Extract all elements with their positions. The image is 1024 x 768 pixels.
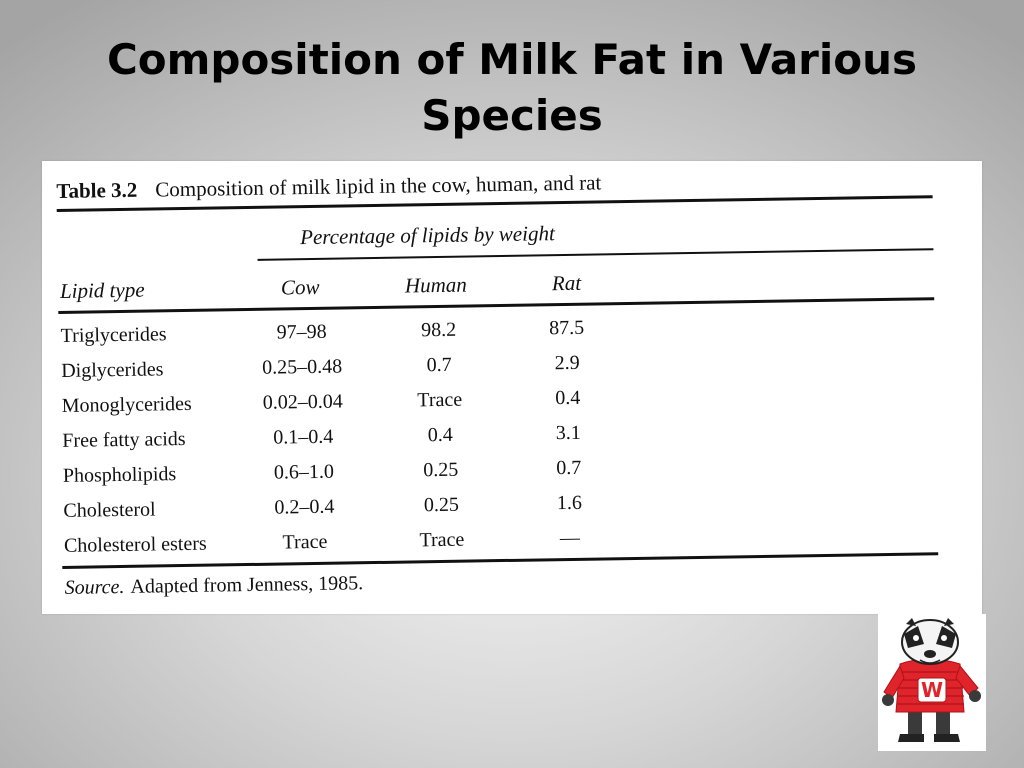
cell-lipid-type: Triglycerides xyxy=(60,323,167,347)
left-leg xyxy=(908,709,922,735)
cell-human: 98.2 xyxy=(420,318,457,342)
cell-rat: — xyxy=(559,526,581,550)
cell-cow: 0.1–0.4 xyxy=(273,425,334,449)
cell-lipid-type: Monoglycerides xyxy=(61,392,192,417)
column-spanner: Percentage of lipids by weight xyxy=(299,221,555,250)
cell-lipid-type: Cholesterol xyxy=(63,498,156,522)
table-number: Table 3.2 xyxy=(56,177,138,203)
header-rat: Rat xyxy=(551,270,582,296)
cell-rat: 3.1 xyxy=(555,421,581,445)
right-foot xyxy=(934,734,960,742)
left-foot xyxy=(898,734,924,742)
cell-lipid-type: Diglycerides xyxy=(61,358,164,382)
cell-lipid-type: Free fatty acids xyxy=(62,427,186,452)
left-eye xyxy=(913,635,919,641)
cell-rat: 2.9 xyxy=(554,351,580,375)
right-paw xyxy=(969,690,981,702)
left-ear xyxy=(906,618,916,626)
cell-human: 0.4 xyxy=(427,423,453,447)
table-caption-text: Composition of milk lipid in the cow, hu… xyxy=(155,170,602,202)
header-lipid-type: Lipid type xyxy=(59,277,145,303)
header-human: Human xyxy=(404,272,467,298)
badger-mouth xyxy=(919,659,941,664)
right-eye xyxy=(941,635,947,641)
left-paw xyxy=(882,694,894,706)
cell-human: 0.25 xyxy=(423,458,459,482)
cell-lipid-type: Phospholipids xyxy=(62,463,177,487)
source-text: Adapted from Jenness, 1985. xyxy=(130,572,364,598)
cell-human: Trace xyxy=(417,388,463,412)
right-ear xyxy=(944,618,954,626)
cell-cow: Trace xyxy=(282,530,328,554)
cell-cow: 0.6–1.0 xyxy=(273,460,335,484)
cell-cow: 0.02–0.04 xyxy=(262,390,343,414)
cell-cow: 0.25–0.48 xyxy=(262,355,343,379)
cell-human: 0.25 xyxy=(423,493,460,517)
cell-rat: 0.7 xyxy=(556,456,582,480)
table-source: Source. Adapted from Jenness, 1985. xyxy=(64,572,363,600)
header-cow: Cow xyxy=(280,274,320,300)
badger-mascot-graphic: W xyxy=(882,618,981,742)
badger-mascot-icon: W xyxy=(878,614,986,751)
cell-lipid-type: Cholesterol esters xyxy=(63,532,207,557)
badger-nose xyxy=(924,650,936,658)
cell-rat: 87.5 xyxy=(548,316,585,340)
header-rule xyxy=(58,297,935,314)
right-leg xyxy=(936,709,950,735)
cell-rat: 0.4 xyxy=(555,386,581,410)
cell-human: 0.7 xyxy=(426,353,452,377)
lipid-table: Table 3.2 Composition of milk lipid in th… xyxy=(56,151,943,605)
cell-cow: 97–98 xyxy=(276,320,327,344)
source-label: Source. xyxy=(64,575,125,599)
slide-title: Composition of Milk Fat in Various Speci… xyxy=(106,35,918,140)
spanner-rule xyxy=(257,248,934,261)
w-letter: W xyxy=(921,678,943,702)
cell-human: Trace xyxy=(419,528,465,552)
table-scan: Table 3.2 Composition of milk lipid in th… xyxy=(42,161,982,614)
w-emblem xyxy=(917,677,947,703)
cell-cow: 0.2–0.4 xyxy=(274,495,335,519)
cell-rat: 1.6 xyxy=(556,491,583,515)
table-caption: Table 3.2 Composition of milk lipid in th… xyxy=(56,170,601,204)
